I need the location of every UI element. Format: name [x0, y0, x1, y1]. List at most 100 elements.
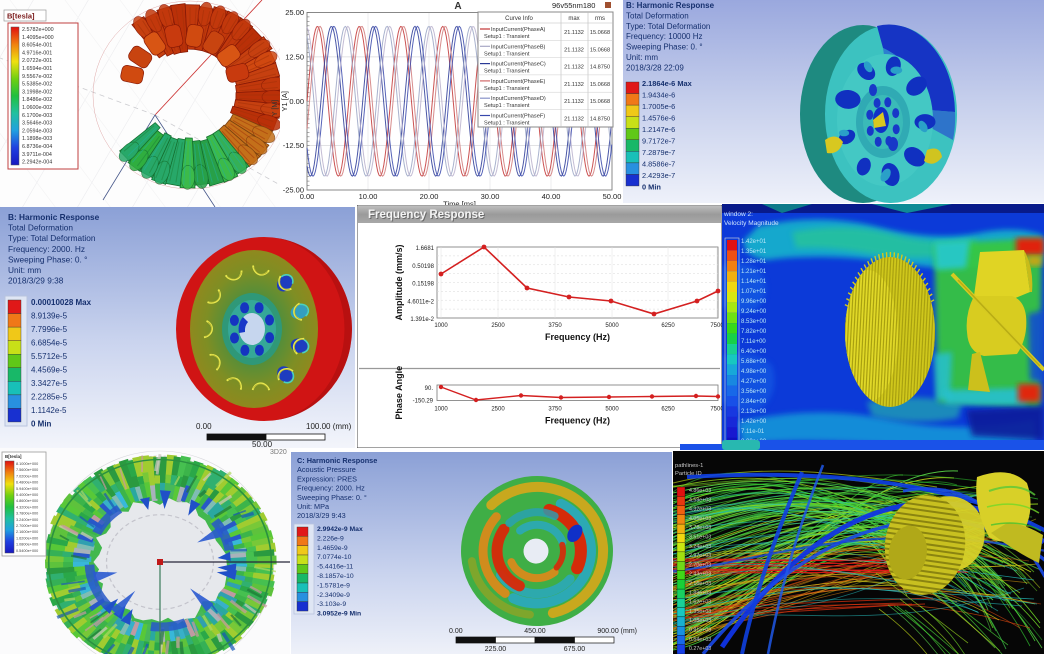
svg-text:4.27e+00: 4.27e+00 — [741, 379, 767, 385]
svg-text:4.8586e-7: 4.8586e-7 — [642, 160, 675, 169]
svg-text:B[tesla]: B[tesla] — [7, 12, 35, 21]
svg-text:90.: 90. — [425, 386, 434, 392]
svg-text:1.1898e-003: 1.1898e-003 — [22, 136, 52, 142]
svg-text:-2.3409e-9: -2.3409e-9 — [317, 592, 350, 599]
svg-text:21.1132: 21.1132 — [564, 30, 584, 36]
svg-text:21.1132: 21.1132 — [564, 47, 584, 53]
svg-text:rms: rms — [595, 16, 605, 22]
svg-text:2.5782e+000: 2.5782e+000 — [22, 27, 54, 33]
svg-text:5.9400e+000: 5.9400e+000 — [16, 487, 38, 491]
svg-text:6250: 6250 — [661, 323, 675, 329]
svg-text:4.8600e+000: 4.8600e+000 — [16, 499, 38, 503]
svg-text:InputCurrent(PhaseE): InputCurrent(PhaseE) — [491, 79, 546, 85]
svg-text:2500: 2500 — [491, 323, 505, 329]
svg-text:2.16e+03: 2.16e+03 — [689, 581, 711, 587]
svg-text:2.0722e-001: 2.0722e-001 — [22, 58, 52, 64]
svg-text:3.78e+03: 3.78e+03 — [689, 525, 711, 531]
svg-text:2018/3/28 22:09: 2018/3/28 22:09 — [626, 63, 684, 72]
svg-text:Sweeping Phase: 0. °: Sweeping Phase: 0. ° — [626, 43, 703, 52]
svg-text:Expression: PRES: Expression: PRES — [297, 474, 357, 483]
svg-text:2.1600e+000: 2.1600e+000 — [16, 530, 38, 534]
svg-text:6.8736e-004: 6.8736e-004 — [22, 144, 52, 150]
svg-text:-12.50: -12.50 — [283, 141, 304, 150]
svg-text:2.7000e+000: 2.7000e+000 — [16, 524, 38, 528]
svg-text:0.5400e+000: 0.5400e+000 — [16, 549, 38, 553]
svg-text:C: Harmonic Response: C: Harmonic Response — [297, 456, 377, 465]
svg-text:9.5567e-002: 9.5567e-002 — [22, 74, 52, 80]
svg-text:14.8750: 14.8750 — [590, 65, 610, 71]
svg-text:225.00: 225.00 — [485, 646, 507, 653]
svg-text:5000: 5000 — [605, 323, 619, 329]
svg-text:Setup1 : Transient: Setup1 : Transient — [484, 121, 530, 127]
svg-text:-150.29: -150.29 — [413, 399, 434, 405]
svg-text:3.7800e+000: 3.7800e+000 — [16, 512, 38, 516]
svg-text:0.27e+03: 0.27e+03 — [689, 646, 711, 652]
svg-text:-1.5781e-9: -1.5781e-9 — [317, 582, 350, 589]
svg-text:-5.4416e-11: -5.4416e-11 — [317, 564, 353, 571]
svg-text:Frequency (Hz): Frequency (Hz) — [545, 416, 610, 426]
svg-text:15.0668: 15.0668 — [590, 47, 610, 53]
svg-text:2500: 2500 — [491, 407, 505, 413]
svg-text:3.5646e-003: 3.5646e-003 — [22, 121, 52, 127]
svg-text:1.391e-2: 1.391e-2 — [410, 317, 434, 323]
svg-text:Type: Total Deformation: Type: Total Deformation — [626, 22, 710, 31]
svg-text:1.1142e-5: 1.1142e-5 — [31, 406, 67, 415]
svg-text:4.4569e-5: 4.4569e-5 — [31, 366, 68, 375]
svg-text:Setup1 : Transient: Setup1 : Transient — [484, 103, 530, 109]
svg-text:7500: 7500 — [710, 323, 722, 329]
svg-text:1.62e+03: 1.62e+03 — [689, 600, 711, 606]
svg-text:100.00 (mm): 100.00 (mm) — [306, 422, 352, 431]
svg-text:1.6200e+000: 1.6200e+000 — [16, 536, 38, 540]
svg-text:2.84e+00: 2.84e+00 — [741, 399, 767, 405]
svg-text:21.1132: 21.1132 — [564, 65, 584, 71]
svg-text:8.6054e-001: 8.6054e-001 — [22, 43, 52, 49]
svg-text:2.97e+03: 2.97e+03 — [689, 553, 711, 559]
svg-text:1.28e+01: 1.28e+01 — [741, 259, 767, 265]
svg-text:1.2147e-6: 1.2147e-6 — [642, 125, 675, 134]
svg-text:3.51e+03: 3.51e+03 — [689, 535, 711, 541]
svg-text:5.4000e+000: 5.4000e+000 — [16, 493, 38, 497]
svg-text:1.07e+01: 1.07e+01 — [741, 289, 767, 295]
svg-text:Sweeping Phase: 0. °: Sweeping Phase: 0. ° — [8, 254, 87, 264]
svg-text:21.1132: 21.1132 — [564, 82, 584, 88]
svg-text:1.4576e-6: 1.4576e-6 — [642, 114, 675, 123]
svg-text:7.2879e-7: 7.2879e-7 — [642, 148, 675, 157]
svg-text:40.00: 40.00 — [542, 192, 561, 201]
svg-text:21.1132: 21.1132 — [564, 99, 584, 105]
svg-text:3.1998e-002: 3.1998e-002 — [22, 89, 52, 95]
svg-text:1.35e+01: 1.35e+01 — [741, 249, 767, 255]
svg-text:Acoustic Pressure: Acoustic Pressure — [297, 465, 356, 474]
svg-text:5000: 5000 — [605, 407, 619, 413]
svg-text:9.24e+00: 9.24e+00 — [741, 309, 767, 315]
svg-text:6.40e+00: 6.40e+00 — [741, 349, 767, 355]
svg-text:50.00: 50.00 — [252, 440, 273, 448]
svg-text:Particle ID: Particle ID — [675, 471, 702, 477]
svg-text:Setup1 : Transient: Setup1 : Transient — [484, 69, 530, 75]
svg-text:5.5385e-002: 5.5385e-002 — [22, 82, 52, 88]
svg-text:2.4293e-7: 2.4293e-7 — [642, 171, 675, 180]
svg-text:0.81e+03: 0.81e+03 — [689, 628, 711, 634]
svg-text:pathlines-1: pathlines-1 — [675, 463, 703, 469]
svg-text:1.08e+03: 1.08e+03 — [689, 618, 711, 624]
svg-text:3750: 3750 — [548, 407, 562, 413]
svg-text:Y1 [A]: Y1 [A] — [280, 91, 289, 111]
svg-text:2.9942e-9 Max: 2.9942e-9 Max — [317, 526, 363, 533]
svg-text:4.98e+00: 4.98e+00 — [741, 369, 767, 375]
svg-text:1.35e+03: 1.35e+03 — [689, 609, 711, 615]
svg-text:InputCurrent(PhaseA): InputCurrent(PhaseA) — [491, 27, 546, 33]
svg-text:5.68e+00: 5.68e+00 — [741, 359, 767, 365]
svg-text:7.0200e+000: 7.0200e+000 — [16, 474, 38, 478]
svg-text:4.05e+03: 4.05e+03 — [689, 516, 711, 522]
svg-text:6.6854e-5: 6.6854e-5 — [31, 339, 68, 348]
svg-text:15.0668: 15.0668 — [590, 99, 610, 105]
svg-text:Setup1 : Transient: Setup1 : Transient — [484, 34, 530, 40]
svg-text:6.4800e+000: 6.4800e+000 — [16, 481, 38, 485]
svg-text:Frequency Response: Frequency Response — [368, 209, 484, 221]
svg-text:7.11e+00: 7.11e+00 — [741, 339, 766, 345]
svg-text:3750: 3750 — [548, 323, 562, 329]
svg-text:0.15198: 0.15198 — [412, 282, 434, 288]
svg-text:3.2400e+000: 3.2400e+000 — [16, 518, 38, 522]
svg-text:1.4659e-9: 1.4659e-9 — [317, 545, 348, 552]
svg-text:0.00: 0.00 — [289, 97, 304, 106]
svg-text:9.96e+00: 9.96e+00 — [741, 299, 767, 305]
